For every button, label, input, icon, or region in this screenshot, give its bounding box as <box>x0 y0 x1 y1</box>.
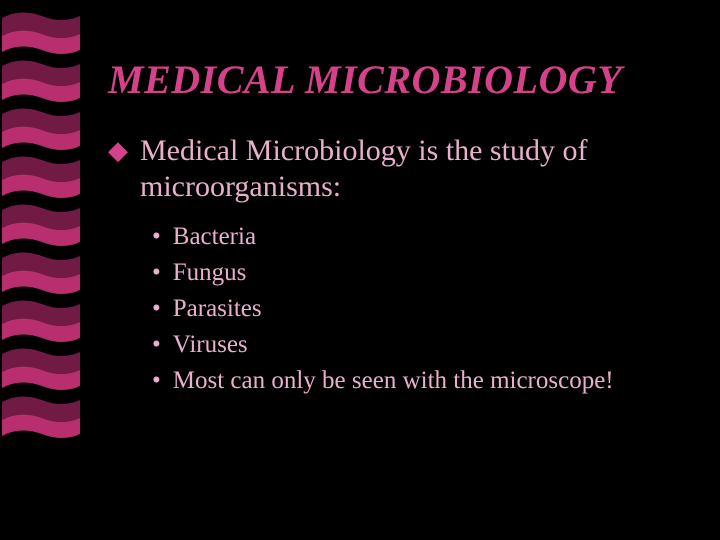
sub-list-item: • Most can only be seen with the microsco… <box>152 363 688 399</box>
sub-list-item-text: Bacteria <box>173 219 256 255</box>
ribbon-icon <box>0 298 82 344</box>
diamond-bullet-icon: ◆ <box>108 133 128 167</box>
sub-list-item: • Parasites <box>152 291 688 327</box>
sub-list-item-text: Fungus <box>173 255 247 291</box>
ribbon-decoration-stack <box>0 10 90 442</box>
dot-bullet-icon: • <box>152 219 161 255</box>
sub-list-item-text: Most can only be seen with the microscop… <box>173 363 614 399</box>
sub-list-item: • Bacteria <box>152 219 688 255</box>
sub-list-item-text: Parasites <box>173 291 262 327</box>
ribbon-icon <box>0 346 82 392</box>
dot-bullet-icon: • <box>152 327 161 363</box>
main-point: ◆ Medical Microbiology is the study of m… <box>108 133 688 205</box>
sub-list-item: • Viruses <box>152 327 688 363</box>
dot-bullet-icon: • <box>152 255 161 291</box>
dot-bullet-icon: • <box>152 363 161 399</box>
sub-list-item-text: Viruses <box>173 327 248 363</box>
ribbon-icon <box>0 58 82 104</box>
ribbon-icon <box>0 394 82 440</box>
ribbon-icon <box>0 10 82 56</box>
sub-list: • Bacteria • Fungus • Parasites • Viruses • Most … <box>152 219 688 399</box>
ribbon-icon <box>0 154 82 200</box>
slide-content: MEDICAL MICROBIOLOGY ◆ Medical Microbiol… <box>108 56 688 399</box>
ribbon-icon <box>0 202 82 248</box>
main-point-text: Medical Microbiology is the study of mic… <box>140 133 688 205</box>
ribbon-icon <box>0 106 82 152</box>
ribbon-icon <box>0 250 82 296</box>
sub-list-item: • Fungus <box>152 255 688 291</box>
dot-bullet-icon: • <box>152 291 161 327</box>
slide-title: MEDICAL MICROBIOLOGY <box>108 56 688 103</box>
